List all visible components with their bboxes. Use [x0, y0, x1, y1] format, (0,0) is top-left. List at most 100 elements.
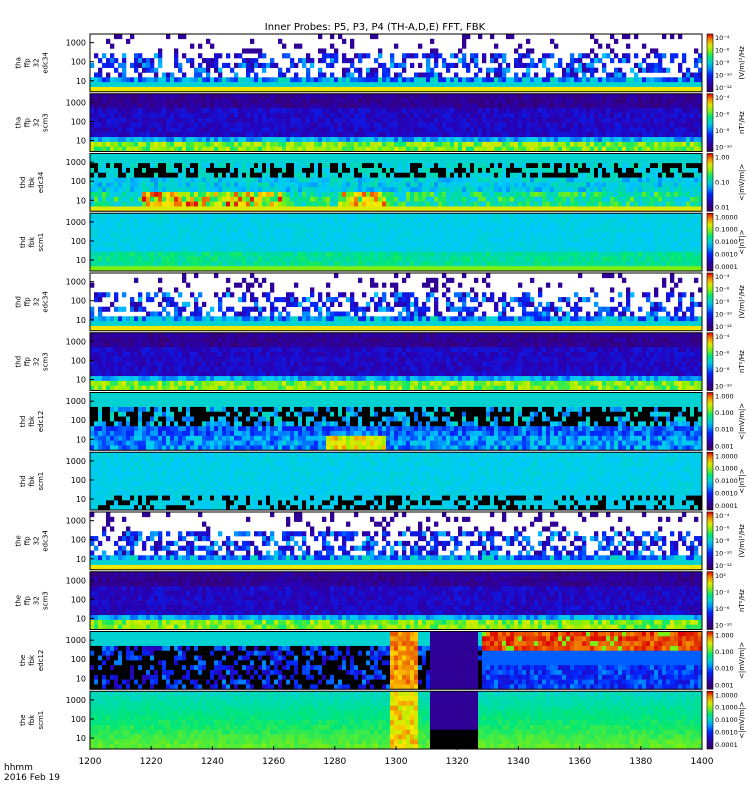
spectrogram-cell — [422, 132, 426, 137]
spectrogram-cell — [194, 94, 198, 99]
spectrogram-cell — [142, 192, 146, 197]
spectrogram-cell — [194, 154, 198, 159]
spectrogram-cell — [670, 108, 674, 113]
spectrogram-cell — [186, 218, 190, 223]
spectrogram-cell — [494, 173, 498, 178]
spectrogram-cell — [414, 53, 418, 58]
spectrogram-cell — [262, 108, 266, 113]
spectrogram-cell — [242, 182, 246, 187]
spectrogram-cell — [498, 127, 502, 132]
spectrogram-cell — [250, 108, 254, 113]
spectrogram-cell — [514, 73, 518, 78]
spectrogram-cell — [166, 182, 170, 187]
spectrogram-cell — [126, 182, 130, 187]
spectrogram-cell — [618, 187, 622, 192]
spectrogram-cell — [574, 132, 578, 137]
spectrogram-cell — [338, 34, 342, 39]
spectrogram-cell — [146, 178, 150, 183]
spectrogram-cell — [186, 123, 190, 128]
spectrogram-cell — [102, 132, 106, 137]
panel-ylabel-line: 32 — [33, 118, 41, 127]
spectrogram-cell — [206, 223, 210, 228]
spectrogram-cell — [90, 182, 94, 187]
spectrogram-cell — [610, 82, 614, 87]
spectrogram-cell — [106, 223, 110, 228]
spectrogram-cell — [302, 154, 306, 159]
spectrogram-cell — [422, 158, 426, 163]
spectrogram-cell — [190, 192, 194, 197]
spectrogram-cell — [514, 123, 518, 128]
spectrogram-cell — [590, 68, 594, 73]
spectrogram-cell — [490, 82, 494, 87]
spectrogram-cell — [362, 197, 366, 202]
spectrogram-cell — [542, 154, 546, 159]
spectrogram-cell — [126, 99, 130, 104]
spectrogram-cell — [186, 242, 190, 247]
spectrogram-cell — [614, 187, 618, 192]
spectrogram-cell — [166, 247, 170, 252]
spectrogram-cell — [158, 168, 162, 173]
spectrogram-cell — [678, 178, 682, 183]
spectrogram-cell — [126, 137, 130, 142]
spectrogram-cell — [98, 108, 102, 113]
spectrogram-cell — [606, 118, 610, 123]
spectrogram-cell — [302, 127, 306, 132]
spectrogram-cell — [302, 113, 306, 118]
spectrogram-cell — [214, 118, 218, 123]
spectrogram-cell — [258, 63, 262, 68]
spectrogram-cell — [526, 103, 530, 108]
spectrogram-cell — [398, 182, 402, 187]
spectrogram-cell — [526, 108, 530, 113]
spectrogram-cell — [566, 178, 570, 183]
spectrogram-cell — [310, 192, 314, 197]
spectrogram-cell — [562, 73, 566, 78]
spectrogram-cell — [222, 173, 226, 178]
spectrogram-cell — [170, 154, 174, 159]
spectrogram-cell — [202, 168, 206, 173]
spectrogram-cell — [634, 108, 638, 113]
spectrogram-cell — [402, 197, 406, 202]
spectrogram-cell — [178, 123, 182, 128]
y-tick-label: 10 — [76, 77, 86, 86]
spectrogram-cell — [502, 154, 506, 159]
spectrogram-cell — [254, 192, 258, 197]
spectrogram-cell — [338, 103, 342, 108]
spectrogram-cell — [130, 34, 134, 39]
spectrogram-cell — [114, 242, 118, 247]
spectrogram-cell — [554, 103, 558, 108]
spectrogram-cell — [322, 123, 326, 128]
spectrogram-cell — [362, 168, 366, 173]
spectrogram-cell — [110, 63, 114, 68]
spectrogram-cell — [686, 123, 690, 128]
spectrogram-cell — [274, 132, 278, 137]
spectrogram-cell — [306, 108, 310, 113]
spectrogram-cell — [250, 132, 254, 137]
spectrogram-cell — [390, 132, 394, 137]
spectrogram-cell — [562, 142, 566, 147]
spectrogram-cell — [302, 94, 306, 99]
spectrogram-cell — [230, 127, 234, 132]
spectrogram-cell — [162, 158, 166, 163]
spectrogram-cell — [330, 163, 334, 168]
spectrogram-cell — [182, 154, 186, 159]
spectrogram-cell — [694, 187, 698, 192]
spectrogram-cell — [406, 132, 410, 137]
spectrogram-cell — [678, 63, 682, 68]
spectrogram-cell — [218, 77, 222, 82]
spectrogram-cell — [330, 197, 334, 202]
spectrogram-cell — [226, 182, 230, 187]
spectrogram-cell — [102, 182, 106, 187]
spectrogram-cell — [178, 178, 182, 183]
spectrogram-cell — [98, 118, 102, 123]
spectrogram-cell — [498, 123, 502, 128]
spectrogram-cell — [434, 103, 438, 108]
spectrogram-cell — [382, 103, 386, 108]
y-tick-label: 10 — [76, 196, 86, 205]
spectrogram-cell — [490, 168, 494, 173]
spectrogram-cell — [202, 142, 206, 147]
spectrogram-cell — [590, 197, 594, 202]
spectrogram-cell — [570, 58, 574, 63]
spectrogram-cell — [230, 132, 234, 137]
spectrogram-cell — [118, 132, 122, 137]
spectrogram-cell — [210, 178, 214, 183]
